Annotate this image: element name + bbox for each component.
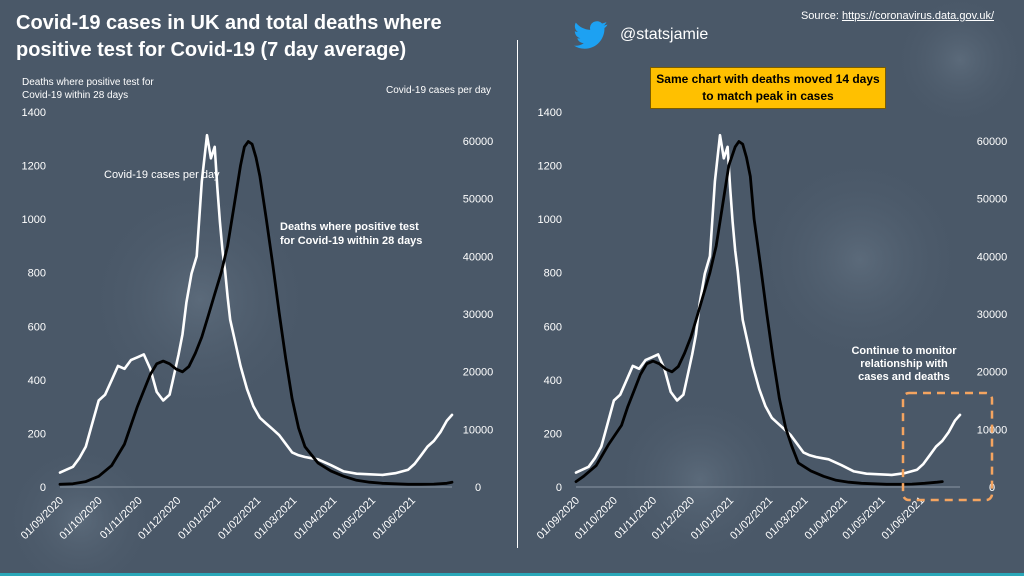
right-y-tick-label: 20000 <box>977 367 1008 379</box>
right-y-tick-label: 50000 <box>977 194 1008 206</box>
left-y-tick-label: 1000 <box>538 214 562 226</box>
left-y-tick-label: 800 <box>28 268 46 280</box>
cases-series-line <box>574 133 962 477</box>
annotation-monitor-line: Continue to monitor <box>851 345 957 357</box>
left-y-tick-label: 1000 <box>22 214 46 226</box>
left-y-tick-label: 200 <box>28 428 46 440</box>
panel-divider <box>517 40 518 548</box>
left-y-tick-label: 200 <box>544 428 562 440</box>
cases-series-line <box>58 133 454 477</box>
right-y-tick-label: 60000 <box>977 136 1008 148</box>
source-credit: Source: https://coronavirus.data.gov.uk/ <box>801 10 994 22</box>
source-label: Source: <box>800 10 839 22</box>
twitter-handle: @statsjamie <box>620 26 709 43</box>
annotation-deaths-label-line: Deaths where positive test <box>280 221 419 233</box>
right-y-tick-label: 40000 <box>977 251 1008 263</box>
monitor-highlight-box <box>901 391 994 502</box>
left-y-tick-label: 1200 <box>22 161 46 173</box>
deaths-series-line <box>58 140 454 486</box>
left-y-tick-label: 600 <box>28 321 46 333</box>
right-y-tick-label: 30000 <box>463 309 494 321</box>
right-y-tick-label: 60000 <box>463 136 494 148</box>
right-y-tick-label: 10000 <box>463 424 494 436</box>
annotation-monitor-line: cases and deaths <box>858 371 950 383</box>
right-y-axis-label: Covid-19 cases per day <box>386 85 492 96</box>
left-y-tick-label: 1400 <box>22 107 46 119</box>
left-y-tick-label: 400 <box>28 375 46 387</box>
right-y-tick-label: 40000 <box>463 251 494 263</box>
chart-panel-right: 0200400600800100012001400010000200003000… <box>535 107 1008 542</box>
footer-accent-line <box>0 573 1024 576</box>
source-link[interactable]: https://coronavirus.data.gov.uk/ <box>841 10 994 22</box>
annotation-deaths-label-line: for Covid-19 within 28 days <box>280 235 422 247</box>
deaths-series-line <box>574 140 944 486</box>
right-y-tick-label: 50000 <box>463 194 494 206</box>
x-tick-label: 01/06/2021 <box>371 495 418 542</box>
right-y-tick-label: 30000 <box>977 309 1008 321</box>
right-y-tick-label: 0 <box>475 482 481 494</box>
chart-panel-left: 0 200 400 600 800 1000 1200 1400 0 10000 20000 3000… <box>19 107 494 542</box>
left-y-tick-label: 1200 <box>538 161 562 173</box>
left-y-tick-label: 1400 <box>538 107 562 119</box>
right-y-tick-label: 20000 <box>463 367 494 379</box>
left-y-tick-label: 800 <box>544 268 562 280</box>
twitter-bird-icon <box>574 21 608 49</box>
left-y-tick-label: 0 <box>40 482 46 494</box>
left-y-tick-label: 400 <box>544 375 562 387</box>
left-y-tick-label: 0 <box>556 482 562 494</box>
x-tick-label: 01/06/2021 <box>880 495 927 542</box>
page-title: Covid-19 cases in UK and total deaths wh… <box>16 12 442 61</box>
left-y-axis-label: Deaths where positive test for Covid-19 … <box>22 77 154 101</box>
annotation-monitor-line: relationship with <box>860 358 948 370</box>
callout-box: Same chart with deaths moved 14 days to … <box>650 67 886 109</box>
annotation-cases-label: Covid-19 cases per day <box>104 169 220 181</box>
left-y-tick-label: 600 <box>544 321 562 333</box>
